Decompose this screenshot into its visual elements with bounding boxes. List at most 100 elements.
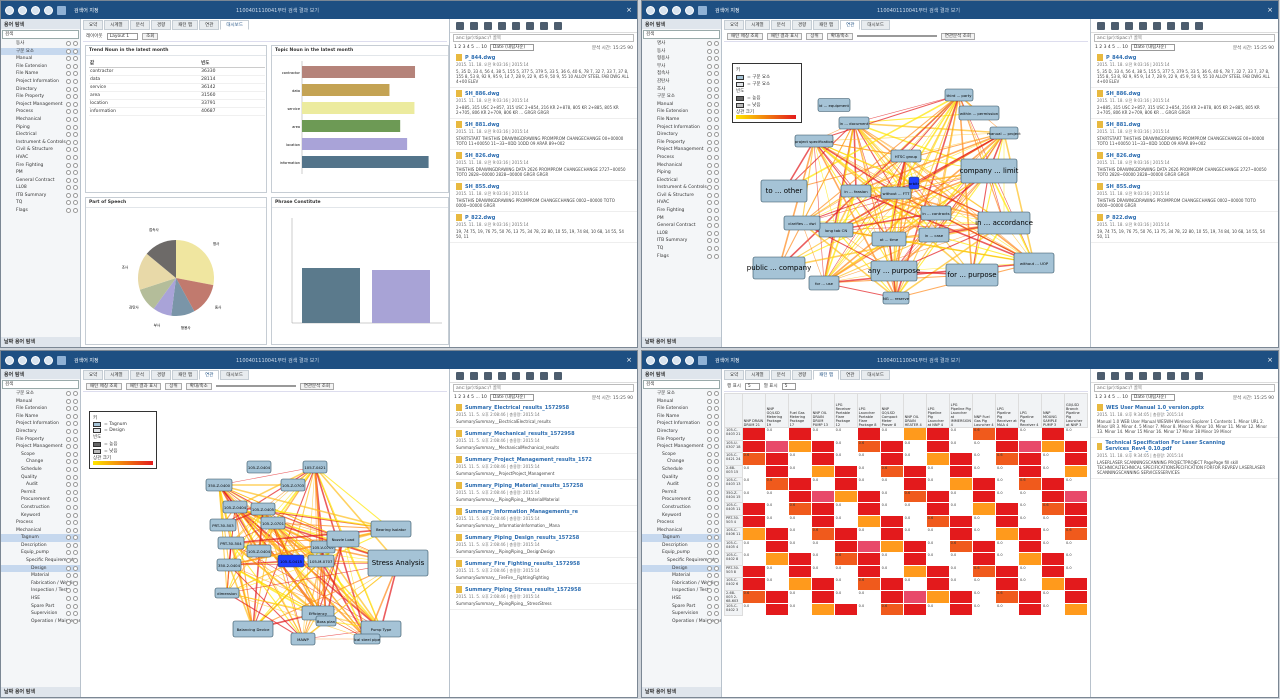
radio-icon[interactable]	[714, 56, 719, 62]
heatmap-cell[interactable]: 0.0	[741, 464, 766, 478]
heatmap-cell[interactable]: 0.0	[925, 527, 950, 541]
sort-select[interactable]: Date (내림차순)	[1130, 44, 1176, 51]
term-item[interactable]: 감탄사	[642, 78, 721, 86]
result-title[interactable]: SH_886.dwg	[1097, 90, 1272, 97]
heatmap-cell[interactable]: 0.0	[833, 439, 858, 453]
radio-icon[interactable]	[73, 63, 78, 69]
radio-icon[interactable]	[707, 101, 712, 107]
heatmap-cell[interactable]: 0.0	[972, 602, 996, 616]
radio-icon[interactable]	[66, 208, 71, 214]
tab-1[interactable]: 시계열	[745, 20, 770, 30]
term-item[interactable]: HVAC	[642, 199, 721, 207]
heatmap-cell[interactable]: 0.0	[833, 427, 858, 441]
heatmap-cell[interactable]	[741, 527, 766, 541]
heatmap-cell[interactable]: 0.0	[948, 552, 974, 566]
heatmap-cell[interactable]: 0.0	[995, 477, 1019, 491]
radio-icon[interactable]	[707, 391, 712, 396]
heatmap-cell[interactable]	[879, 514, 904, 528]
heatmap-cell[interactable]	[1064, 464, 1088, 478]
heatmap-cell[interactable]: 0.0	[764, 502, 789, 516]
heatmap-cell[interactable]: 0.0	[972, 452, 996, 466]
radio-icon[interactable]	[73, 550, 78, 556]
term-item[interactable]: File Name	[1, 70, 80, 78]
tab-5[interactable]: 연관	[199, 370, 220, 380]
pagination[interactable]: 1 2 3 4 5 ... 10	[454, 395, 487, 400]
term-item[interactable]: Manual	[1, 398, 80, 406]
heatmap-cell[interactable]: 0.0	[879, 427, 904, 441]
radio-icon[interactable]	[73, 101, 78, 107]
radio-icon[interactable]	[707, 208, 712, 214]
heatmap-cell[interactable]: 0.0	[833, 577, 858, 591]
heatmap-cell[interactable]	[833, 489, 858, 503]
radio-icon[interactable]	[714, 78, 719, 84]
radio-icon[interactable]	[66, 94, 71, 100]
tab-6[interactable]: 대시보드	[861, 370, 890, 380]
toolbar-icon[interactable]	[1111, 372, 1119, 380]
heatmap-cell[interactable]	[972, 552, 996, 566]
radio-icon[interactable]	[714, 192, 719, 198]
toolbar-item[interactable]: 연관분석 조회	[299, 382, 335, 390]
radio-icon[interactable]	[73, 139, 78, 145]
heatmap-cell[interactable]: 0.0	[856, 452, 881, 466]
layout-select[interactable]: Layout 1	[106, 32, 139, 40]
result-item[interactable]: P_844.dwg 2015. 11. 18. 오전 9:03:16 | 2015…	[1091, 52, 1278, 88]
radio-icon[interactable]	[714, 147, 719, 153]
heatmap-cell[interactable]	[810, 577, 835, 591]
term-item[interactable]: LL08	[642, 230, 721, 238]
heatmap-cell[interactable]	[948, 527, 974, 541]
heatmap-cell[interactable]	[972, 477, 996, 491]
heatmap-cell[interactable]: 0.0	[925, 602, 950, 616]
heatmap-cell[interactable]: 0.0	[972, 514, 996, 528]
forward-icon[interactable]	[659, 355, 668, 365]
result-name[interactable]: WES User Manual 1.0_version.pptx	[1106, 404, 1205, 411]
home-icon[interactable]	[685, 355, 694, 365]
heatmap-cell[interactable]: 0.6	[879, 602, 904, 616]
radio-icon[interactable]	[66, 162, 71, 168]
left-search[interactable]: 검색	[2, 30, 79, 39]
heatmap-cell[interactable]: 0.0	[995, 539, 1019, 553]
heatmap-cell[interactable]	[1041, 564, 1065, 578]
toolbar-item[interactable]: 패턴 매칭 조회	[727, 32, 763, 40]
radio-icon[interactable]	[714, 580, 719, 586]
term-item[interactable]: TQ	[1, 199, 80, 207]
radio-icon[interactable]	[66, 124, 71, 130]
tab-4[interactable]: 패턴 맵	[172, 370, 199, 380]
heatmap-cell[interactable]	[948, 464, 974, 478]
radio-icon[interactable]	[714, 504, 719, 510]
term-item[interactable]: Operation / Maintenance	[642, 618, 721, 626]
radio-icon[interactable]	[66, 436, 71, 442]
radio-icon[interactable]	[714, 618, 719, 624]
radio-icon[interactable]	[73, 398, 78, 404]
radio-icon[interactable]	[66, 512, 71, 518]
result-title[interactable]: P_822.dwg	[456, 214, 631, 221]
radio-icon[interactable]	[73, 444, 78, 450]
heatmap-cell[interactable]	[1041, 427, 1065, 441]
result-name[interactable]: Summary_Project_Management_results_1572	[465, 456, 592, 463]
result-title[interactable]: Summary_Mechanical_results_1572958	[456, 430, 631, 437]
term-item[interactable]: File Extension	[642, 108, 721, 116]
result-name[interactable]: SH_855.dwg	[1106, 183, 1141, 190]
toolbar-icon[interactable]	[554, 22, 562, 30]
result-item[interactable]: Summary_Information_Managements_re 2015. …	[450, 506, 637, 532]
radio-icon[interactable]	[66, 116, 71, 122]
heatmap-cell[interactable]	[925, 564, 950, 578]
heatmap-cell[interactable]	[1064, 602, 1088, 616]
tab-2[interactable]: 분석	[770, 20, 791, 30]
radio-icon[interactable]	[66, 71, 71, 77]
radio-icon[interactable]	[66, 459, 71, 465]
radio-icon[interactable]	[714, 535, 719, 541]
radio-icon[interactable]	[714, 71, 719, 77]
close-icon[interactable]: ×	[1267, 6, 1273, 14]
tab-3[interactable]: 경향	[150, 20, 172, 30]
toolbar-icon[interactable]	[1097, 22, 1105, 30]
term-item[interactable]: Manual	[642, 101, 721, 109]
radio-icon[interactable]	[707, 94, 712, 100]
heatmap-cell[interactable]: 0.0	[787, 527, 812, 541]
term-item[interactable]: Specific Requirement	[1, 557, 80, 565]
term-item[interactable]: Schedule	[1, 466, 80, 474]
radio-icon[interactable]	[73, 162, 78, 168]
heatmap-cell[interactable]	[902, 477, 927, 491]
toolbar-icon[interactable]	[1181, 372, 1189, 380]
radio-icon[interactable]	[73, 154, 78, 160]
sort-select[interactable]: Date (내림차순)	[1130, 394, 1176, 401]
